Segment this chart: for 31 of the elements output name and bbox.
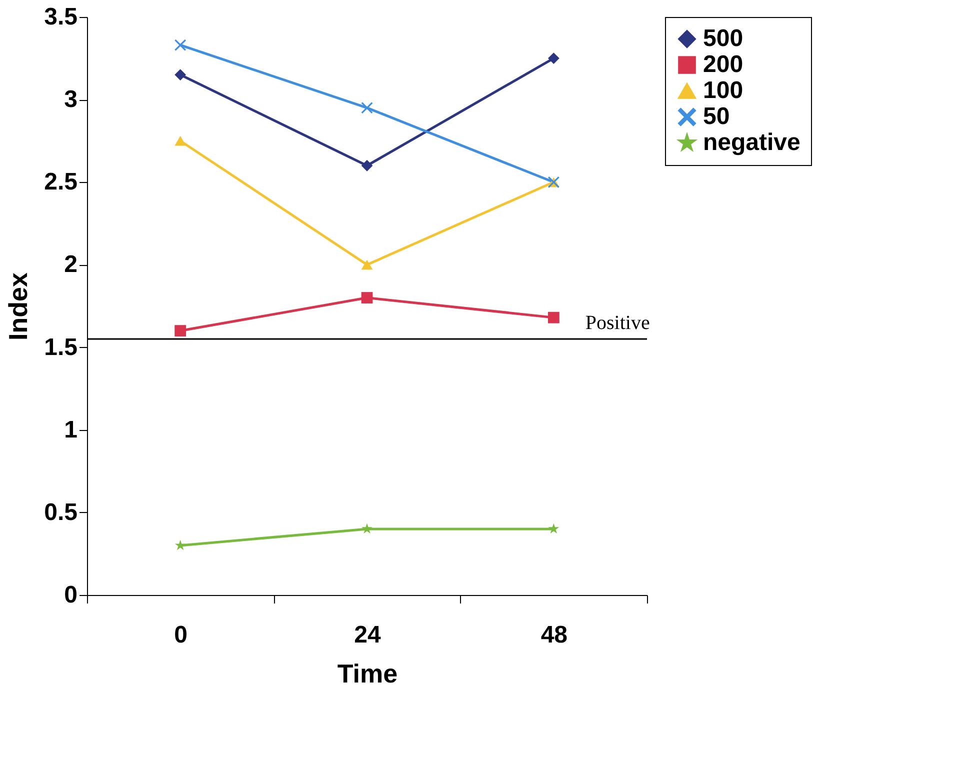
point — [548, 52, 560, 64]
legend-label: 200 — [703, 51, 744, 78]
y-tick-label: 1 — [64, 416, 78, 444]
y-tick-label: 3.5 — [44, 4, 78, 30]
y-tick-label: 0 — [64, 582, 78, 608]
y-tick-label: 3 — [64, 86, 78, 114]
ref-line-label: Positive — [585, 312, 650, 334]
point — [548, 312, 560, 324]
point — [361, 260, 373, 270]
point — [174, 325, 186, 336]
x-tick-label: 0 — [174, 622, 188, 648]
point — [174, 540, 186, 550]
point — [362, 523, 372, 534]
legend-label: 100 — [703, 77, 744, 104]
y-axis-title: Index — [3, 272, 34, 340]
point — [174, 69, 186, 80]
y-tick-label: 0.5 — [44, 498, 78, 526]
point — [361, 292, 373, 304]
legend-label: 50 — [703, 103, 730, 130]
x-tick-label: 24 — [354, 622, 382, 648]
legend-label: negative — [703, 129, 800, 156]
x-axis-title: Time — [337, 658, 398, 688]
y-tick-label: 1.5 — [44, 334, 78, 361]
y-tick-label: 2 — [64, 251, 78, 278]
y-tick-label: 2.5 — [44, 168, 78, 196]
point — [361, 160, 373, 172]
point — [548, 523, 560, 534]
legend-label: 500 — [703, 25, 744, 52]
point — [174, 136, 186, 146]
x-tick-label: 48 — [540, 622, 568, 648]
point — [174, 39, 186, 51]
